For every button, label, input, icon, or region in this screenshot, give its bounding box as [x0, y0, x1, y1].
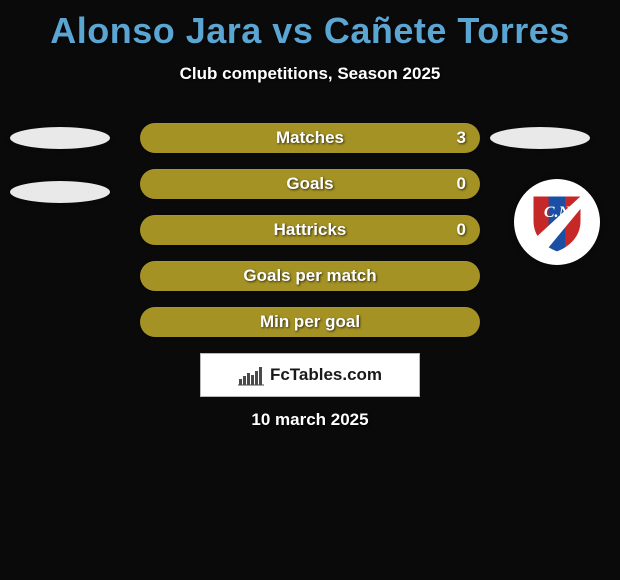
stat-right-value	[140, 307, 466, 337]
stat-right-value: 0	[140, 169, 466, 199]
stat-right-value: 3	[140, 123, 466, 153]
stat-row: Matches 3	[0, 123, 620, 169]
stat-right-value: 0	[140, 215, 466, 245]
stat-right-value	[140, 261, 466, 291]
stat-row: Hattricks 0	[0, 215, 620, 261]
stat-row: Min per goal	[0, 307, 620, 353]
player-right-ellipse	[490, 127, 590, 149]
bar-chart-icon	[238, 364, 264, 386]
page-title: Alonso Jara vs Cañete Torres	[0, 0, 620, 52]
stat-row: Goals per match	[0, 261, 620, 307]
fctables-text: FcTables.com	[270, 365, 382, 385]
stat-row: Goals 0 C.N	[0, 169, 620, 215]
player-left-ellipse	[10, 127, 110, 149]
generated-date: 10 march 2025	[0, 410, 620, 430]
subtitle: Club competitions, Season 2025	[0, 64, 620, 84]
player-left-ellipse	[10, 181, 110, 203]
fctables-link[interactable]: FcTables.com	[200, 353, 420, 397]
stats-container: Matches 3 Goals 0 C.N	[0, 123, 620, 353]
